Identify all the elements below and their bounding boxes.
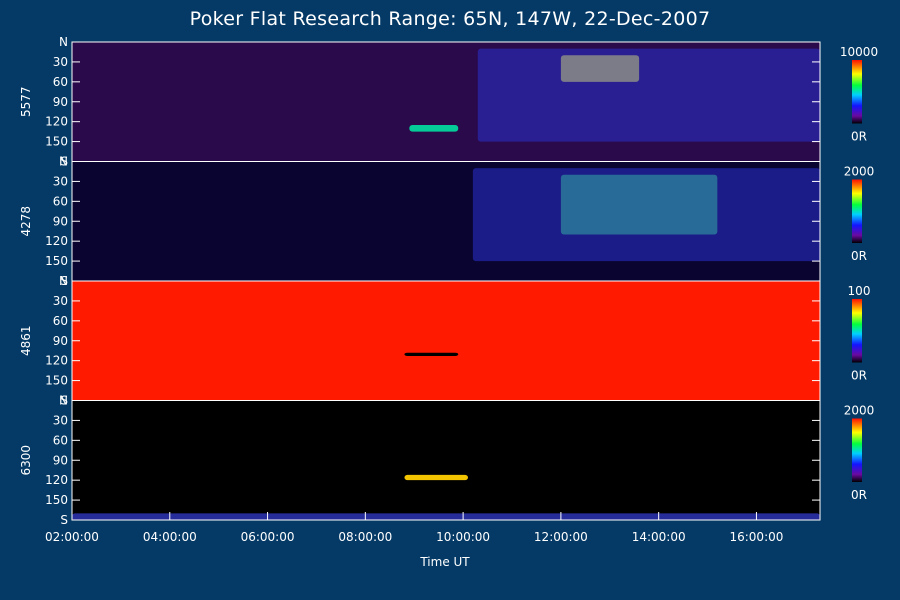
panel-feature: [472, 168, 820, 262]
y-tick-label: 150: [45, 374, 68, 388]
y-tick-label: 150: [45, 493, 68, 507]
y-tick-label: 90: [53, 95, 68, 109]
y-tick-label: 120: [45, 234, 68, 248]
y-tick-label: N: [59, 394, 68, 408]
colorbar-max-label: 10000: [840, 45, 878, 59]
y-tick-label: 90: [53, 453, 68, 467]
panel-name-label: 5577: [19, 86, 33, 117]
panel-6300: N 30 60 90 120 150 S 6300 2000 0R: [19, 394, 874, 528]
panel-feature: [72, 281, 820, 401]
x-tick-label: 14:00:00: [632, 530, 686, 544]
panel-feature: [404, 352, 459, 357]
panel-feature: [477, 48, 820, 142]
panel-feature: [72, 513, 820, 520]
panel-5577: N 30 60 90 120 150 S 5577 10000 0R: [19, 35, 878, 169]
y-tick-label: 30: [53, 413, 68, 427]
y-tick-label: 90: [53, 334, 68, 348]
colorbar: [852, 418, 862, 482]
y-tick-label: S: [60, 394, 68, 408]
x-tick-label: 02:00:00: [45, 530, 99, 544]
panel-feature: [409, 124, 459, 132]
y-tick-label: N: [59, 274, 68, 288]
x-tick-label: 12:00:00: [534, 530, 588, 544]
colorbar-min-label: 0R: [851, 130, 867, 144]
y-tick-label: S: [60, 155, 68, 169]
panel-4278: N 30 60 90 120 150 S 4278 2000 0R: [19, 155, 874, 289]
x-tick-label: 10:00:00: [436, 530, 490, 544]
x-tick-label: 04:00:00: [143, 530, 197, 544]
panel-name-label: 4278: [19, 206, 33, 237]
y-tick-label: 30: [53, 55, 68, 69]
y-tick-label: 60: [53, 194, 68, 208]
y-tick-label: 120: [45, 115, 68, 129]
y-tick-label: 120: [45, 354, 68, 368]
colorbar-max-label: 2000: [844, 404, 875, 418]
colorbar-min-label: 0R: [851, 369, 867, 383]
panel-background: [72, 400, 820, 520]
y-tick-label: 90: [53, 214, 68, 228]
colorbar-min-label: 0R: [851, 249, 867, 263]
y-tick-label: 60: [53, 75, 68, 89]
y-tick-label: S: [60, 274, 68, 288]
y-tick-label: S: [60, 513, 68, 527]
colorbar: [852, 60, 862, 124]
y-tick-label: 30: [53, 174, 68, 188]
y-tick-label: N: [59, 155, 68, 169]
x-tick-label: 16:00:00: [729, 530, 783, 544]
y-tick-label: 60: [53, 314, 68, 328]
y-tick-label: 150: [45, 254, 68, 268]
x-tick-label: 08:00:00: [338, 530, 392, 544]
colorbar-min-label: 0R: [851, 488, 867, 502]
chart-title: Poker Flat Research Range: 65N, 147W, 22…: [189, 8, 711, 30]
colorbar: [852, 179, 862, 243]
colorbar-max-label: 2000: [844, 165, 875, 179]
x-tick-label: 06:00:00: [241, 530, 295, 544]
panel-name-label: 4861: [19, 325, 33, 356]
panel-name-label: 6300: [19, 445, 33, 476]
y-tick-label: N: [59, 35, 68, 49]
colorbar-max-label: 100: [848, 284, 871, 298]
x-axis-label: Time UT: [420, 555, 470, 569]
panel-feature: [404, 474, 468, 481]
panel-4861: N 30 60 90 120 150 S 4861 100 0R: [19, 274, 870, 408]
y-tick-label: 150: [45, 135, 68, 149]
y-tick-label: 120: [45, 473, 68, 487]
colorbar: [852, 299, 862, 363]
y-tick-label: 60: [53, 433, 68, 447]
y-tick-label: 30: [53, 294, 68, 308]
